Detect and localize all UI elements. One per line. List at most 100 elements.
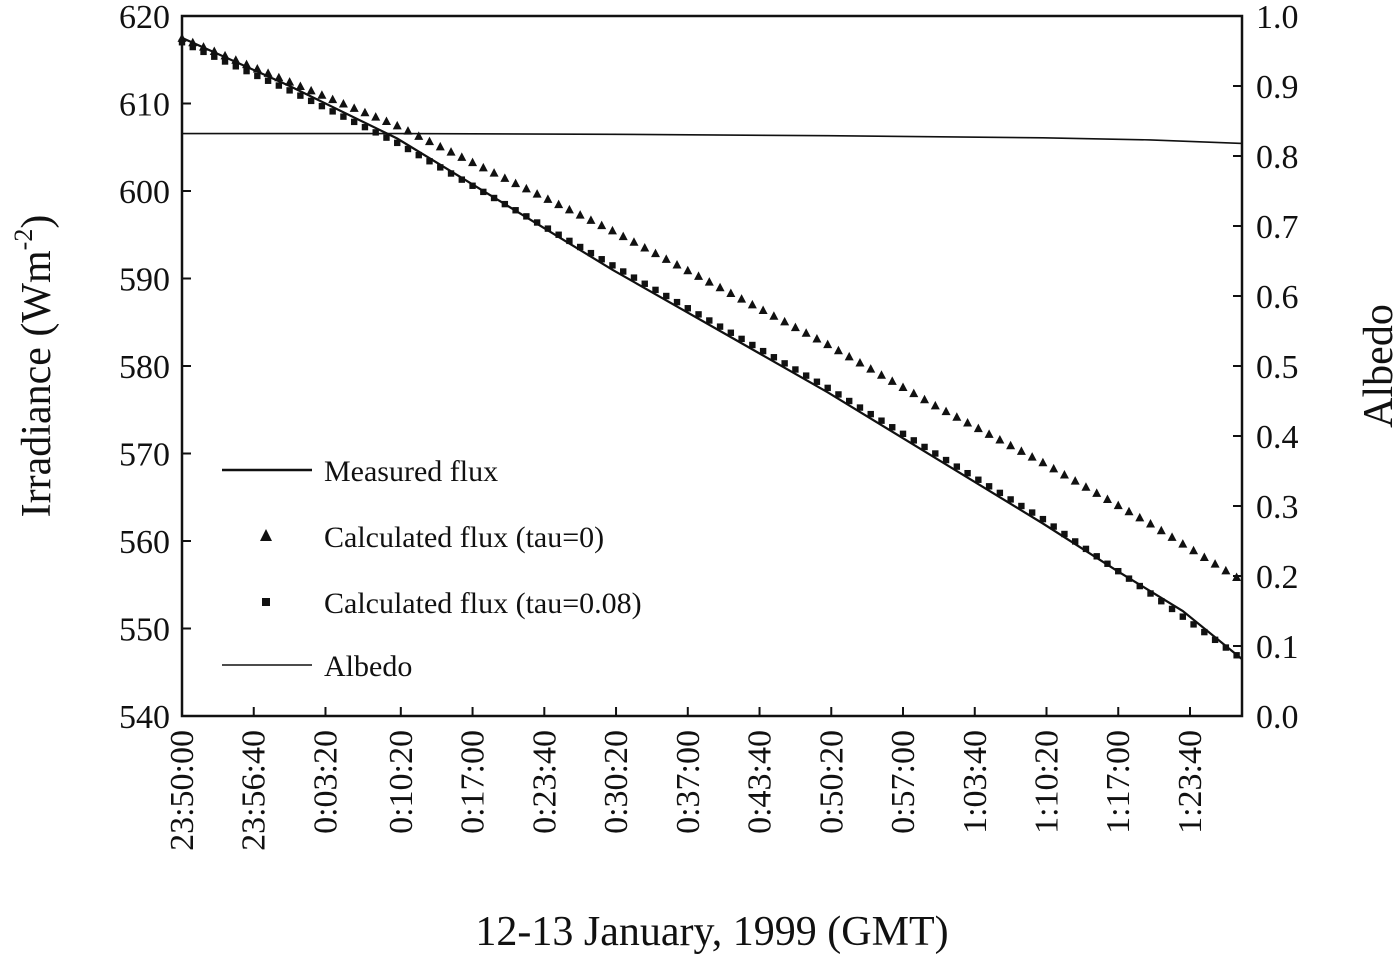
point-calculated-flux-tau-0-89 xyxy=(1135,512,1145,522)
point-calculated-flux-tau-0-08-40 xyxy=(609,262,616,269)
point-calculated-flux-tau-0-98 xyxy=(1232,572,1242,582)
point-calculated-flux-tau-0-52 xyxy=(737,294,747,303)
point-calculated-flux-tau-0-08-24 xyxy=(437,164,444,171)
point-calculated-flux-tau-0-08-66 xyxy=(889,424,896,431)
point-calculated-flux-tau-0-08-17 xyxy=(361,123,369,131)
point-calculated-flux-tau-0-08-82 xyxy=(1061,530,1068,538)
point-calculated-flux-tau-0-43 xyxy=(640,242,650,252)
point-calculated-flux-tau-0-33 xyxy=(532,189,542,198)
point-calculated-flux-tau-0-37 xyxy=(575,210,585,219)
point-calculated-flux-tau-0-08-80 xyxy=(1039,515,1047,523)
point-calculated-flux-tau-0-08-63 xyxy=(856,404,864,411)
point-calculated-flux-tau-0-08-56 xyxy=(781,360,788,367)
point-calculated-flux-tau-0-08-13 xyxy=(318,102,326,110)
point-calculated-flux-tau-0-08-71 xyxy=(942,456,950,464)
point-calculated-flux-tau-0-08-67 xyxy=(899,430,907,438)
point-calculated-flux-tau-0-74 xyxy=(973,423,983,433)
point-calculated-flux-tau-0-6 xyxy=(242,59,252,69)
y-right-tick-label-5: 0.5 xyxy=(1256,349,1299,386)
y-left-tick-label-6: 600 xyxy=(119,174,170,211)
point-calculated-flux-tau-0-28 xyxy=(478,162,488,172)
point-calculated-flux-tau-0-14 xyxy=(328,94,338,104)
point-calculated-flux-tau-0-83 xyxy=(1070,476,1080,485)
y-right-tick-label-2: 0.2 xyxy=(1256,559,1299,596)
point-calculated-flux-tau-0-08-54 xyxy=(759,347,767,355)
point-calculated-flux-tau-0-08-64 xyxy=(867,410,874,418)
point-calculated-flux-tau-0-42 xyxy=(629,237,639,246)
y-right-tick-label-6: 0.6 xyxy=(1256,279,1299,316)
point-calculated-flux-tau-0-08-27 xyxy=(469,182,476,189)
point-calculated-flux-tau-0-22 xyxy=(414,131,424,140)
point-calculated-flux-tau-0-08-58 xyxy=(802,372,810,379)
point-calculated-flux-tau-0-32 xyxy=(521,183,531,193)
point-calculated-flux-tau-0-86 xyxy=(1102,494,1112,503)
point-calculated-flux-tau-0-88 xyxy=(1124,506,1134,516)
point-calculated-flux-tau-0-64 xyxy=(866,364,876,373)
point-calculated-flux-tau-0-80 xyxy=(1038,457,1048,467)
point-calculated-flux-tau-0-5 xyxy=(231,55,241,64)
x-tick-label-6: 0:30:20 xyxy=(598,730,635,834)
legend-swatch-calculated-tau0 xyxy=(260,529,272,541)
x-axis-title: 12-13 January, 1999 (GMT) xyxy=(475,909,948,955)
series-layer xyxy=(177,33,1243,660)
y-right-tick-label-0: 0.0 xyxy=(1256,699,1299,736)
point-calculated-flux-tau-0-08-12 xyxy=(307,97,315,105)
point-calculated-flux-tau-0-08-96 xyxy=(1211,636,1219,644)
point-calculated-flux-tau-0-66 xyxy=(887,376,897,385)
point-calculated-flux-tau-0-08-75 xyxy=(985,483,993,490)
point-calculated-flux-tau-0-08-79 xyxy=(1028,509,1036,516)
point-calculated-flux-tau-0-08-48 xyxy=(695,311,702,318)
y-axis-left: 540 550 560 570 580 590 600 610 620 xyxy=(119,0,191,736)
point-calculated-flux-tau-0-79 xyxy=(1027,452,1037,461)
point-calculated-flux-tau-0-61 xyxy=(833,345,843,355)
point-calculated-flux-tau-0-94 xyxy=(1189,545,1199,555)
point-calculated-flux-tau-0-92 xyxy=(1167,532,1177,541)
point-calculated-flux-tau-0-08-87 xyxy=(1115,567,1122,575)
point-calculated-flux-tau-0-72 xyxy=(952,412,962,421)
point-calculated-flux-tau-0-08-21 xyxy=(404,145,412,153)
point-calculated-flux-tau-0-69 xyxy=(920,394,930,404)
y-left-tick-label-1: 550 xyxy=(119,612,170,649)
y-right-tick-label-8: 0.8 xyxy=(1256,139,1299,176)
point-calculated-flux-tau-0-18 xyxy=(371,112,381,121)
point-calculated-flux-tau-0-08-86 xyxy=(1104,560,1111,567)
point-calculated-flux-tau-0-31 xyxy=(511,178,521,188)
point-calculated-flux-tau-0-08-28 xyxy=(480,188,487,196)
legend-label-measured-flux: Measured flux xyxy=(324,455,498,488)
y-left-tick-label-3: 570 xyxy=(119,437,170,474)
point-calculated-flux-tau-0-08-9 xyxy=(275,82,283,89)
point-calculated-flux-tau-0-08-73 xyxy=(964,469,971,477)
point-calculated-flux-tau-0-08-92 xyxy=(1168,605,1176,613)
point-calculated-flux-tau-0-76 xyxy=(995,435,1005,444)
point-calculated-flux-tau-0-45 xyxy=(661,254,671,263)
y-left-tick-label-0: 540 xyxy=(119,699,170,736)
legend: Measured flux Calculated flux (tau=0) Ca… xyxy=(222,455,642,683)
point-calculated-flux-tau-0-35 xyxy=(554,199,564,209)
point-calculated-flux-tau-0-08-89 xyxy=(1136,582,1143,590)
point-calculated-flux-tau-0-08-22 xyxy=(415,151,422,159)
point-calculated-flux-tau-0-08-47 xyxy=(684,305,691,312)
point-calculated-flux-tau-0-08-1 xyxy=(189,43,196,51)
point-calculated-flux-tau-0-67 xyxy=(898,382,908,391)
point-calculated-flux-tau-0-08-85 xyxy=(1093,553,1100,560)
point-calculated-flux-tau-0-08-14 xyxy=(329,108,336,115)
point-calculated-flux-tau-0-65 xyxy=(876,370,886,379)
point-calculated-flux-tau-0-08-34 xyxy=(544,225,552,232)
point-calculated-flux-tau-0-62 xyxy=(844,351,854,361)
y-right-tick-label-3: 0.3 xyxy=(1256,489,1299,526)
point-calculated-flux-tau-0-30 xyxy=(500,173,510,182)
point-calculated-flux-tau-0-9 xyxy=(274,72,284,82)
point-calculated-flux-tau-0-08-98 xyxy=(1233,652,1240,659)
y-right-tick-label-4: 0.4 xyxy=(1256,419,1299,456)
point-calculated-flux-tau-0-08-7 xyxy=(254,72,261,80)
point-calculated-flux-tau-0-51 xyxy=(726,288,736,297)
point-calculated-flux-tau-0-08-19 xyxy=(383,134,390,141)
y-axis-right-title: Albedo xyxy=(1356,304,1400,428)
y-right-tick-label-1: 0.1 xyxy=(1256,629,1299,666)
point-calculated-flux-tau-0-08-5 xyxy=(232,63,240,70)
series-line-measured-flux xyxy=(181,36,1243,660)
point-calculated-flux-tau-0-25 xyxy=(446,147,456,156)
point-calculated-flux-tau-0-08-57 xyxy=(792,366,799,373)
point-calculated-flux-tau-0-08-74 xyxy=(975,476,982,483)
point-calculated-flux-tau-0-87 xyxy=(1113,500,1123,510)
